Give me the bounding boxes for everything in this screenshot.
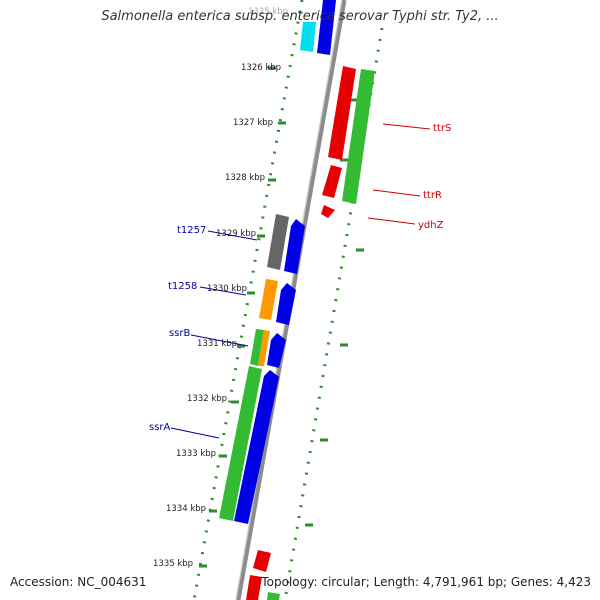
tick-label: 1325 kbp	[248, 7, 288, 17]
tick-label: 1334 kbp	[166, 504, 206, 514]
forward-gene-labels: ttrS ttrR ydhZ	[367, 123, 451, 231]
topology-stats-text: Topology: circular; Length: 4,791,961 bp…	[261, 575, 591, 589]
feature-lower-red-cds[interactable]	[253, 550, 271, 572]
tick-label: 1326 kbp	[241, 63, 281, 73]
feature-lower-red-cds-2[interactable]	[246, 575, 262, 600]
tick-label: 1327 kbp	[233, 118, 273, 128]
feature-t1258-blue[interactable]	[276, 283, 296, 325]
reverse-gene-labels: t1257 t1258 ssrB ssrA	[149, 225, 258, 439]
ydhZ-leader	[367, 217, 416, 225]
tick-label: 1335 kbp	[153, 559, 193, 569]
gene-label-t1258[interactable]: t1258	[168, 281, 197, 292]
tick-label: 1332 kbp	[187, 394, 227, 404]
feature-top-cyan[interactable]	[300, 22, 316, 52]
tick-label: 1328 kbp	[225, 173, 265, 183]
feature-ssrB-orange[interactable]	[258, 330, 270, 366]
tick-label: 1331 kbp	[197, 339, 237, 349]
reverse-features	[219, 0, 336, 524]
feature-ssrB-blue[interactable]	[267, 333, 286, 368]
t1258-leader	[199, 286, 247, 296]
map-title: Salmonella enterica subsp. enterica sero…	[101, 9, 499, 24]
feature-ttrR-cds[interactable]	[322, 165, 342, 198]
gene-label-ssrA[interactable]: ssrA	[149, 422, 171, 433]
feature-ttrS-orf[interactable]	[342, 69, 375, 204]
ttrS-leader	[382, 123, 431, 130]
gene-label-ttrS[interactable]: ttrS	[433, 123, 451, 134]
gene-label-ssrB[interactable]: ssrB	[169, 328, 191, 339]
tick-label: 1330 kbp	[207, 284, 247, 294]
gene-label-ydhZ[interactable]: ydhZ	[418, 220, 444, 231]
feature-lower-green-orf[interactable]	[267, 592, 280, 600]
ruler-tick-labels: 1325 kbp 1326 kbp 1327 kbp 1328 kbp 1329…	[153, 7, 288, 569]
feature-ssrA-blue[interactable]	[234, 370, 279, 524]
t1257-leader	[207, 230, 258, 241]
feature-ssrA-green[interactable]	[219, 366, 262, 521]
feature-t1257-gray[interactable]	[267, 214, 289, 270]
feature-t1257-blue[interactable]	[284, 219, 305, 274]
feature-ssrB-green[interactable]	[250, 329, 264, 366]
ssrB-leader	[190, 334, 249, 347]
feature-t1258-orange[interactable]	[259, 279, 278, 320]
gene-label-ttrR[interactable]: ttrR	[423, 190, 442, 201]
feature-ydhZ-cds[interactable]	[321, 205, 335, 218]
gene-label-t1257[interactable]: t1257	[177, 225, 206, 236]
tick-label: 1333 kbp	[176, 449, 216, 459]
ttrR-leader	[372, 189, 421, 197]
accession-text: Accession: NC_004631	[10, 575, 147, 589]
tick-label: 1329 kbp	[216, 229, 256, 239]
forward-features	[246, 66, 375, 600]
ssrA-leader	[170, 427, 220, 439]
feature-ttrS-cds[interactable]	[328, 66, 356, 160]
feature-top-blue[interactable]	[317, 0, 336, 55]
